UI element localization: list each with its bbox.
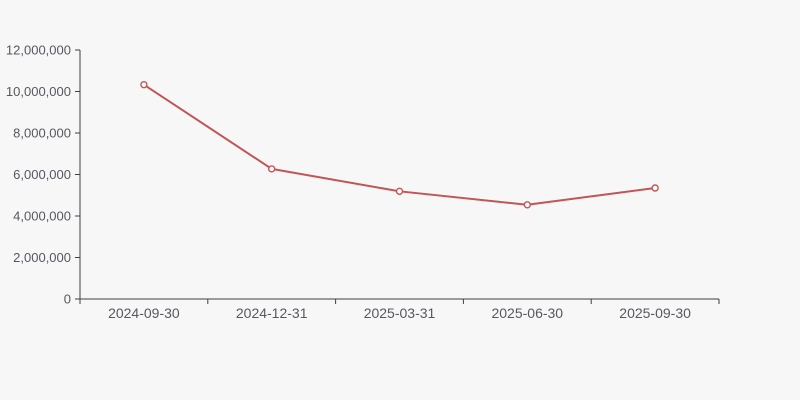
data-point-marker[interactable]	[395, 187, 404, 196]
data-point-marker[interactable]	[523, 201, 531, 209]
data-point-marker[interactable]	[651, 184, 659, 192]
y-axis-tick-label: 6,000,000	[13, 167, 71, 182]
data-point-marker[interactable]	[268, 165, 276, 173]
y-axis-tick-label: 4,000,000	[13, 209, 71, 224]
data-point-marker[interactable]	[140, 80, 148, 89]
x-axis-tick-label: 2024-09-30	[108, 305, 180, 321]
x-axis-tick-label: 2025-09-30	[619, 305, 691, 321]
y-axis-tick-label: 0	[64, 292, 71, 307]
x-axis-tick-label: 2024-12-31	[236, 305, 308, 321]
x-axis-tick-label: 2025-03-31	[364, 305, 436, 321]
y-axis-tick-label: 2,000,000	[13, 250, 71, 265]
series-line	[142, 83, 657, 206]
y-axis-tick-label: 12,000,000	[6, 43, 71, 58]
y-axis-tick-label: 10,000,000	[6, 84, 71, 99]
y-axis-tick-label: 8,000,000	[13, 126, 71, 141]
x-axis-tick-label: 2025-06-30	[491, 305, 563, 321]
